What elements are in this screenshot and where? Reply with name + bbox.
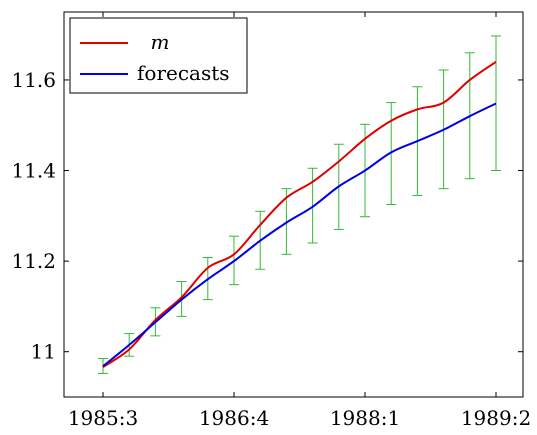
y-tick-label: 11.6	[11, 68, 56, 92]
x-tick-label: 1989:2	[461, 406, 531, 430]
legend: m forecasts	[69, 17, 248, 94]
x-tick-label: 1986:4	[199, 406, 269, 430]
error-bar	[491, 35, 501, 172]
x-tick-label: 1985:3	[68, 406, 138, 430]
y-tick-label: 11	[31, 340, 56, 364]
plot-frame	[63, 11, 524, 398]
legend-label: forecasts	[137, 61, 230, 85]
y-tick-label: 11.4	[11, 159, 56, 183]
series-line-0	[102, 61, 497, 368]
series-line-1	[102, 102, 497, 367]
x-tick-label: 1988:1	[330, 406, 400, 430]
y-tick-label: 11.2	[11, 249, 56, 273]
legend-box	[69, 17, 248, 94]
series-lines	[102, 61, 497, 368]
legend-label: m	[151, 30, 170, 54]
y-axis: 11 11.2 11.4 11.6	[11, 68, 523, 364]
x-axis: 1985:3 1986:4 1988:1 1989:2	[68, 12, 531, 430]
